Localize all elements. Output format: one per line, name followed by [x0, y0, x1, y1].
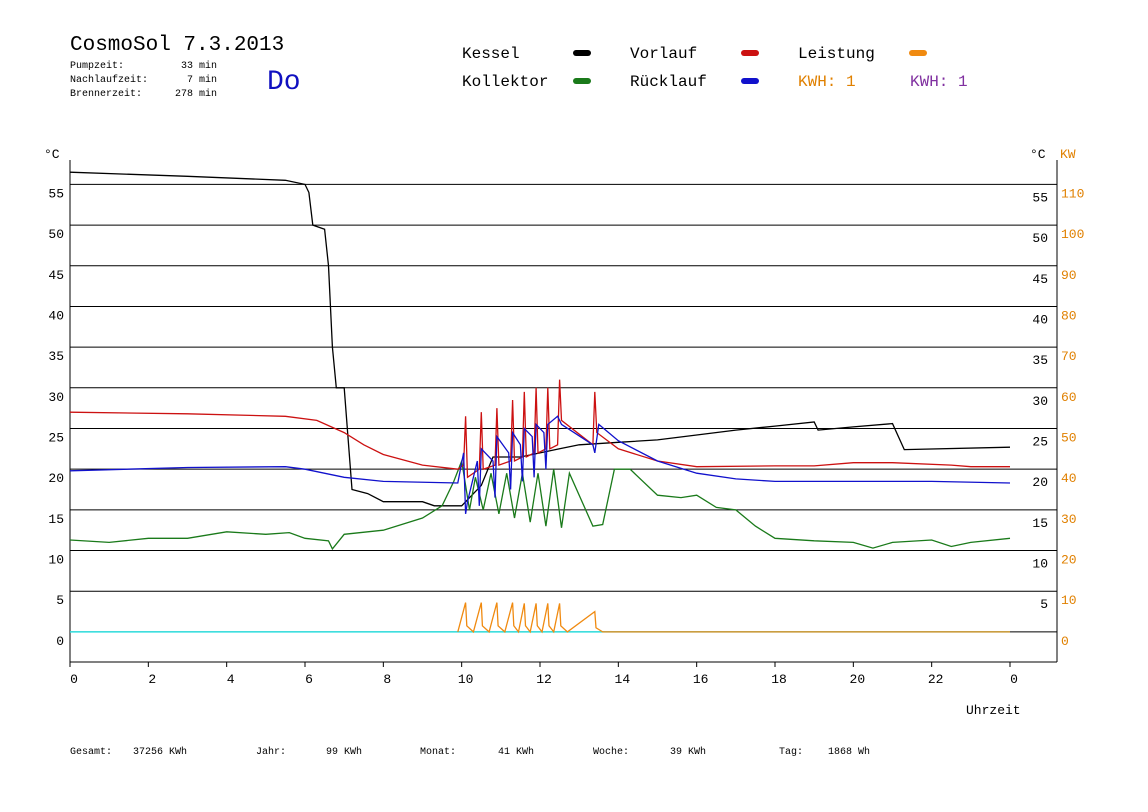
info-value: 7 min [187, 74, 217, 86]
y2-unit: KW [1060, 147, 1076, 162]
legend-label: Rücklauf [630, 73, 707, 91]
y-tick-label-right: 50 [1032, 231, 1048, 246]
kwh-label: KWH: 1 [910, 73, 968, 91]
y-tick-label-right: 10 [1032, 557, 1048, 572]
series-line [69, 171, 1011, 507]
y-tick-label: 40 [48, 308, 64, 323]
y2-tick-label: 20 [1061, 553, 1077, 568]
y-tick-label-right: 45 [1032, 272, 1048, 287]
y2-tick-label: 60 [1061, 390, 1077, 405]
series-line [69, 415, 1011, 515]
legend-label: Kollektor [462, 73, 548, 91]
x-tick-label: 18 [771, 672, 787, 687]
y-tick-label: 45 [48, 268, 64, 283]
legend-label: Leistung [798, 45, 875, 63]
x-tick-label: 16 [693, 672, 709, 687]
x-tick-label: 4 [227, 672, 235, 687]
y-tick-label: 15 [48, 512, 64, 527]
footer-label: Monat: [420, 747, 456, 758]
x-tick-label: 10 [458, 672, 474, 687]
x-tick-label: 6 [305, 672, 313, 687]
footer-value: 99 KWh [326, 746, 362, 758]
y-tick-label-right: 20 [1032, 475, 1048, 490]
y-tick-label: 25 [48, 430, 64, 445]
y-tick-label-right: 5 [1040, 597, 1048, 612]
series-line [69, 458, 1011, 551]
y-tick-label: 30 [48, 390, 64, 405]
x-tick-label: 2 [148, 672, 156, 687]
y-tick-label: 35 [48, 349, 64, 364]
y-tick-label: 55 [48, 186, 64, 201]
y2-tick-label: 110 [1061, 186, 1084, 201]
x-tick-label: 0 [1010, 672, 1018, 687]
y2-tick-label: 70 [1061, 349, 1077, 364]
x-tick-label: 0 [70, 672, 78, 687]
y2-tick-label: 90 [1061, 268, 1077, 283]
info-label: Brennerzeit: [70, 88, 142, 100]
y-tick-label: 10 [48, 553, 64, 568]
info-value: 278 min [175, 88, 217, 100]
legend-label: Vorlauf [630, 45, 697, 63]
y-unit-right: °C [1030, 147, 1046, 162]
footer-label: Jahr: [256, 746, 286, 758]
y2-tick-label: 30 [1061, 512, 1077, 527]
info-value: 33 min [181, 60, 217, 72]
chart-title: CosmoSol 7.3.2013 [70, 34, 284, 57]
y-tick-label-right: 30 [1032, 394, 1048, 409]
info-label: Pumpzeit: [70, 60, 124, 72]
x-tick-label: 22 [928, 672, 944, 687]
footer-value: 1868 Wh [828, 746, 870, 758]
y-tick-label-right: 25 [1032, 434, 1048, 449]
footer-value: 41 KWh [498, 746, 534, 758]
info-label: Nachlaufzeit: [70, 74, 148, 86]
x-tick-label: 14 [615, 672, 631, 687]
y2-tick-label: 40 [1061, 471, 1077, 486]
x-tick-label: 20 [850, 672, 866, 687]
legend-label: Kessel [462, 45, 520, 63]
weekday: Do [267, 67, 301, 98]
footer-value: 39 KWh [670, 746, 706, 758]
y-tick-label-right: 55 [1032, 190, 1048, 205]
y2-tick-label: 100 [1061, 227, 1084, 242]
y2-tick-label: 50 [1061, 430, 1077, 445]
y-tick-label: 5 [56, 593, 64, 608]
y-tick-label: 50 [48, 227, 64, 242]
x-tick-label: 12 [536, 672, 552, 687]
series-line [69, 379, 1010, 479]
y-unit: °C [44, 147, 60, 162]
y2-tick-label: 80 [1061, 308, 1077, 323]
y-tick-label: 20 [48, 471, 64, 486]
x-tick-label: 8 [383, 672, 391, 687]
y2-tick-label: 0 [1061, 634, 1069, 649]
y-tick-label-right: 40 [1032, 312, 1048, 327]
footer-label: Gesamt: [70, 747, 112, 758]
footer-label: Woche: [593, 746, 629, 758]
y-tick-label-right: 35 [1032, 353, 1048, 368]
kwh-label: KWH: 1 [798, 73, 856, 91]
footer-value: 37256 KWh [133, 746, 187, 758]
y-tick-label: 0 [56, 634, 64, 649]
footer-label: Tag: [779, 747, 803, 758]
y-tick-label-right: 15 [1032, 516, 1048, 531]
x-axis-label: Uhrzeit [966, 703, 1021, 718]
y2-tick-label: 10 [1061, 593, 1077, 608]
series-line [457, 602, 1010, 634]
